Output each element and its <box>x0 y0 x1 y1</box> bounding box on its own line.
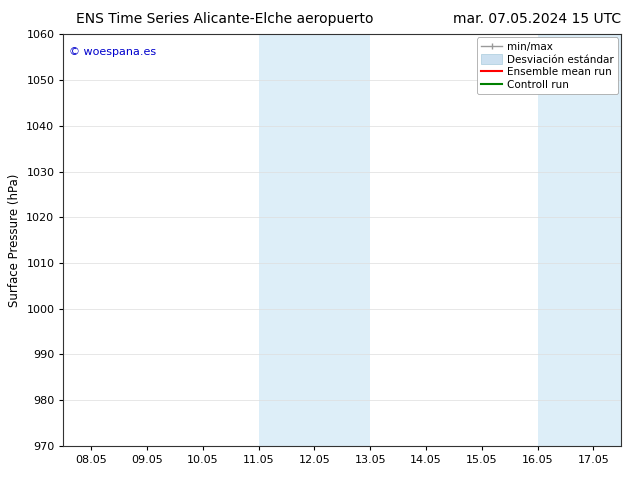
Text: ENS Time Series Alicante-Elche aeropuerto: ENS Time Series Alicante-Elche aeropuert… <box>76 12 373 26</box>
Y-axis label: Surface Pressure (hPa): Surface Pressure (hPa) <box>8 173 21 307</box>
Bar <box>259 34 370 446</box>
Bar <box>538 34 621 446</box>
Text: © woespana.es: © woespana.es <box>69 47 156 57</box>
Legend: min/max, Desviación estándar, Ensemble mean run, Controll run: min/max, Desviación estándar, Ensemble m… <box>477 37 618 95</box>
Text: mar. 07.05.2024 15 UTC: mar. 07.05.2024 15 UTC <box>453 12 621 26</box>
